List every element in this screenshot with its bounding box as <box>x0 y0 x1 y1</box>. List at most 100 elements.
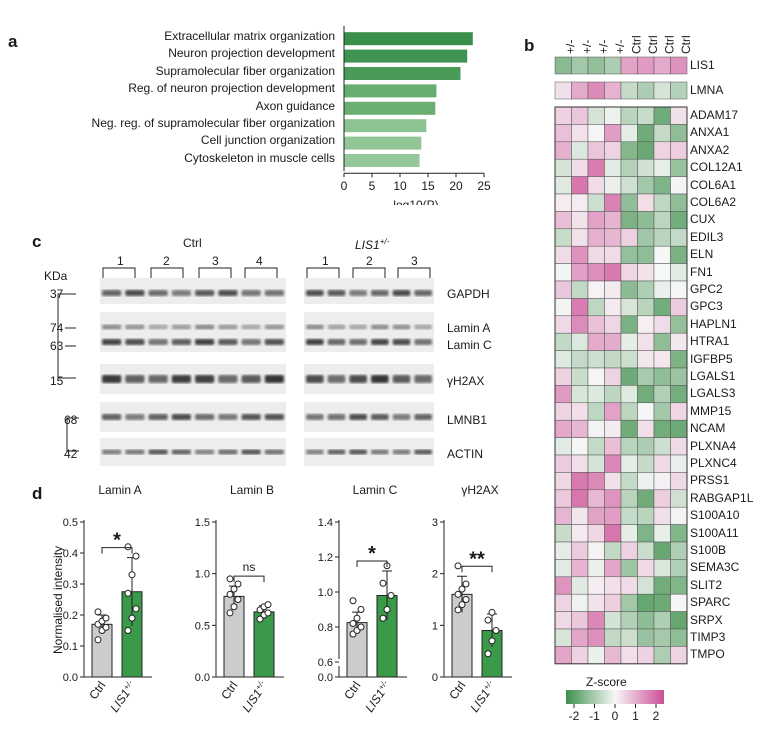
heatmap-PLXNC4-cell-3 <box>604 454 622 473</box>
heatmap-COL6A2-cell-5 <box>637 193 655 212</box>
heatmap-PRSS1-cell-2 <box>587 472 605 491</box>
heatmap-HAPLN1-cell-1 <box>571 315 589 334</box>
heatmap-SPARC-cell-1 <box>571 593 589 612</box>
heatmap-FN1-cell-7 <box>670 263 688 282</box>
point-lis1-2-2 <box>387 592 395 599</box>
heatmap-LGALS1-cell-5 <box>637 367 655 386</box>
marker-37: 37 <box>50 287 64 301</box>
heatmap-CUX-cell-1 <box>571 211 589 230</box>
heatmap-S100A10-cell-5 <box>637 506 655 525</box>
point-lis1-3-0 <box>484 650 492 658</box>
heatmap-S100A11-cell-1 <box>571 524 589 543</box>
heatmap-HAPLN1-cell-0 <box>554 315 572 334</box>
point-ctrl-0-6 <box>94 608 102 616</box>
heatmap-label-TIMP3: TIMP3 <box>690 630 726 644</box>
kda-label: KDa <box>44 269 68 283</box>
heatmap-label-S100B: S100B <box>690 543 727 557</box>
blot-band-3-0-0-5 <box>218 414 238 420</box>
heatmap-SLIT2-cell-0 <box>554 576 572 595</box>
heatmap-label-PLXNA4: PLXNA4 <box>690 438 737 453</box>
heatmap-col-label-5: Ctrl <box>646 35 660 54</box>
heatmap-LIS1-cell-3 <box>604 56 622 75</box>
heatmap-S100A10-cell-3 <box>604 506 622 525</box>
point-ctrl-0-5 <box>102 614 110 622</box>
point-ctrl-3-3 <box>454 590 462 598</box>
heatmap-LMNA-cell-4 <box>620 81 638 100</box>
blot-band-4-0-0-7 <box>264 449 284 455</box>
heatmap-col-label-2: +/- <box>596 40 610 54</box>
heatmap-COL12A1-cell-7 <box>670 158 688 177</box>
point-ctrl-1-4 <box>230 585 238 593</box>
point-lis1-0-0 <box>124 627 132 634</box>
heatmap-label-GPC2: GPC2 <box>690 282 723 296</box>
heatmap-GPC3-cell-0 <box>554 298 572 317</box>
heatmap-label-SRPX: SRPX <box>690 612 723 627</box>
heatmap-IGFBP5-cell-7 <box>670 350 688 369</box>
blot-band-1-1-1-3 <box>371 339 389 345</box>
bar-4 <box>344 101 436 115</box>
heatmap-IGFBP5-cell-6 <box>653 350 671 369</box>
blot-band-3-1-0-2 <box>349 414 367 420</box>
heatmap-HTRA1-cell-3 <box>604 332 622 351</box>
heatmap-TIMP3-cell-5 <box>637 628 655 647</box>
heatmap-FN1-cell-0 <box>554 263 572 282</box>
heatmap-PRSS1-cell-1 <box>571 472 589 491</box>
y-tick-label-2-4: 1.2 <box>318 552 333 564</box>
heatmap-PLXNC4-cell-6 <box>653 454 671 473</box>
sig-label-2: * <box>368 543 376 565</box>
x-label-ctrl-0: Ctrl <box>86 679 108 702</box>
heatmap-TMPO-cell-0 <box>554 646 572 665</box>
point-ctrl-3-2 <box>462 596 470 603</box>
colorbar-bar <box>566 690 664 704</box>
title-0: Lamin A <box>98 483 141 497</box>
blot-band-2-0-0-3 <box>171 375 191 383</box>
y-tick-label-2-2: 0.8 <box>318 622 333 634</box>
x-label-lis1-1: LIS1+/- <box>239 678 270 714</box>
heatmap-S100A10-cell-0 <box>554 506 572 525</box>
heatmap-label-EDIL3: EDIL3 <box>690 229 724 244</box>
bar-0 <box>344 32 473 46</box>
heatmap-label-COL12A1: COL12A1 <box>690 160 743 175</box>
heatmap-SRPX-cell-7 <box>670 611 688 630</box>
heatmap-TIMP3-cell-0 <box>554 628 572 647</box>
heatmap-ANXA1-cell-2 <box>587 124 605 143</box>
y-tick-label-0-2: 0.2 <box>63 610 78 622</box>
point-ctrl-3-4 <box>458 585 466 593</box>
heatmap-ADAM17-cell-6 <box>653 106 671 125</box>
point-ctrl-0-2 <box>102 623 110 631</box>
blot-band-0-1-0-0 <box>306 290 324 296</box>
colorbar-title: Z-score <box>586 675 627 689</box>
heatmap-TIMP3-cell-1 <box>571 628 589 647</box>
heatmap-COL6A2-cell-6 <box>653 193 671 212</box>
heatmap-EDIL3-cell-5 <box>637 228 655 247</box>
heatmap-LIS1-cell-2 <box>587 56 605 75</box>
heatmap-EDIL3-cell-7 <box>670 228 688 247</box>
heatmap-TIMP3-cell-3 <box>604 628 622 647</box>
heatmap-ELN-cell-2 <box>587 245 605 264</box>
blot-band-1-1-1-4 <box>392 339 411 345</box>
heatmap-S100B-cell-6 <box>653 541 671 560</box>
heatmap-TMPO-cell-7 <box>670 646 688 665</box>
blot-band-4-0-0-3 <box>171 449 191 455</box>
heatmap-GPC2-cell-3 <box>604 280 622 299</box>
heatmap-S100A10-cell-4 <box>620 506 638 525</box>
heatmap-LMNA-cell-3 <box>604 81 622 100</box>
blot-ctrl-title: Ctrl <box>183 236 202 250</box>
blot-band-1-1-0-0 <box>306 324 324 330</box>
blot-band-1-0-0-2 <box>148 324 168 330</box>
heatmap-COL12A1-cell-0 <box>554 158 572 177</box>
heatmap-label-S100A11: S100A11 <box>690 525 739 540</box>
heatmap-MMP15-cell-6 <box>653 402 671 421</box>
heatmap-PLXNC4-cell-4 <box>620 454 638 473</box>
heatmap-label-MMP15: MMP15 <box>690 403 732 418</box>
heatmap-RABGAP1L-cell-1 <box>571 489 589 508</box>
heatmap-S100A10-cell-2 <box>587 506 605 525</box>
heatmap-TMPO-cell-2 <box>587 646 605 665</box>
heatmap-ADAM17-cell-1 <box>571 106 589 125</box>
y-tick-label-1-2: 1.0 <box>195 569 210 581</box>
heatmap-CUX-cell-4 <box>620 211 638 230</box>
blot-band-1-0-1-2 <box>148 339 168 345</box>
sig-bracket-0 <box>101 547 133 554</box>
